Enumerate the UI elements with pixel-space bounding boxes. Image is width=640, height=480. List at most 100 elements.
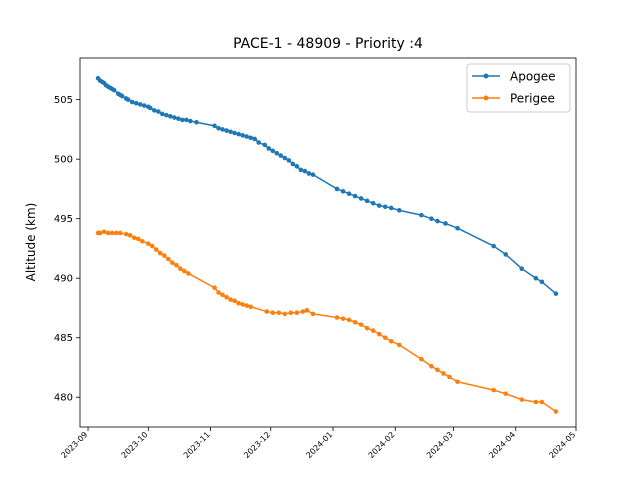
data-point-apogee (216, 125, 221, 131)
data-point-apogee (188, 118, 193, 124)
data-point-perigee (166, 256, 171, 262)
data-point-apogee (294, 164, 300, 169)
data-point-perigee (264, 309, 270, 314)
data-point-apogee (382, 204, 388, 210)
data-point-apogee (244, 134, 249, 139)
data-point-perigee (358, 322, 364, 327)
data-point-apogee (248, 135, 253, 141)
data-point-apogee (306, 171, 312, 176)
y-tick-label: 480 (54, 393, 73, 404)
data-point-apogee (224, 128, 229, 133)
data-point-perigee (145, 241, 151, 246)
chart-title: PACE-1 - 48909 - Priority :4 (233, 36, 423, 52)
data-point-perigee (376, 331, 382, 337)
data-point-perigee (182, 268, 187, 274)
y-tick-label: 505 (54, 95, 73, 106)
data-point-apogee (519, 266, 525, 271)
data-point-apogee (539, 279, 545, 285)
data-point-apogee (376, 203, 382, 208)
data-point-apogee (553, 291, 559, 296)
data-point-perigee (127, 233, 133, 238)
y-tick-label: 495 (54, 214, 73, 225)
data-point-perigee (224, 294, 229, 300)
data-point-perigee (270, 310, 276, 316)
data-point-perigee (288, 310, 294, 316)
data-point-apogee (310, 172, 316, 177)
data-point-perigee (240, 302, 245, 307)
data-point-perigee (447, 374, 452, 380)
legend-marker-perigee (483, 95, 489, 101)
data-point-perigee (370, 328, 376, 333)
data-point-apogee (256, 140, 262, 145)
data-point-apogee (137, 102, 143, 107)
data-point-apogee (274, 150, 280, 156)
data-point-apogee (334, 186, 340, 192)
data-point-apogee (298, 167, 304, 173)
data-point-perigee (533, 399, 539, 405)
data-point-perigee (364, 325, 370, 331)
data-point-apogee (533, 275, 539, 281)
data-point-perigee (232, 298, 237, 304)
data-point-perigee (139, 239, 145, 244)
legend-marker-apogee (483, 73, 489, 79)
data-point-apogee (340, 189, 346, 194)
y-tick-label: 490 (54, 274, 73, 285)
data-point-apogee (194, 119, 199, 125)
data-point-apogee (125, 97, 131, 102)
data-point-apogee (282, 155, 288, 161)
plot-frame (79, 57, 577, 428)
data-point-apogee (370, 200, 376, 206)
data-point-perigee (162, 253, 167, 258)
data-point-perigee (101, 229, 107, 235)
data-point-apogee (176, 116, 181, 122)
data-point-perigee (352, 319, 358, 325)
data-point-apogee (266, 146, 272, 151)
data-point-apogee (302, 168, 308, 174)
data-point-apogee (228, 129, 233, 135)
data-point-perigee (282, 311, 288, 317)
data-point-perigee (220, 292, 225, 298)
data-point-apogee (164, 112, 169, 118)
data-point-apogee (290, 161, 296, 167)
data-point-perigee (123, 231, 129, 237)
data-point-apogee (503, 252, 509, 257)
data-point-apogee (419, 212, 424, 218)
data-point-apogee (184, 117, 189, 123)
data-point-perigee (216, 290, 221, 295)
data-point-perigee (539, 399, 545, 405)
data-point-perigee (248, 304, 253, 310)
data-point-apogee (172, 115, 177, 120)
data-point-apogee (252, 136, 257, 142)
data-point-perigee (131, 235, 137, 241)
data-point-apogee (232, 130, 237, 136)
data-point-perigee (109, 230, 115, 236)
data-point-perigee (441, 371, 446, 376)
data-point-apogee (152, 108, 157, 113)
data-point-perigee (435, 367, 440, 373)
data-point-perigee (396, 342, 402, 348)
data-point-perigee (276, 310, 282, 316)
data-point-perigee (158, 250, 163, 256)
data-point-apogee (133, 100, 139, 106)
data-point-apogee (396, 208, 402, 213)
data-point-perigee (553, 409, 559, 414)
legend: Apogee Perigee (466, 63, 571, 113)
legend-label-perigee: Perigee (510, 92, 555, 106)
legend-label-apogee: Apogee (510, 70, 556, 84)
data-point-perigee (117, 230, 123, 236)
data-point-apogee (358, 196, 364, 201)
data-point-apogee (141, 103, 147, 108)
data-point-apogee (352, 193, 358, 199)
data-point-perigee (388, 339, 394, 344)
data-point-perigee (105, 230, 111, 236)
data-point-perigee (346, 317, 352, 323)
data-point-perigee (178, 266, 183, 271)
data-point-perigee (382, 335, 388, 341)
data-point-perigee (135, 236, 141, 242)
data-point-perigee (455, 379, 460, 385)
data-point-perigee (429, 363, 434, 369)
data-point-apogee (388, 205, 394, 211)
data-point-apogee (220, 127, 225, 132)
y-tick-label: 500 (54, 155, 73, 166)
